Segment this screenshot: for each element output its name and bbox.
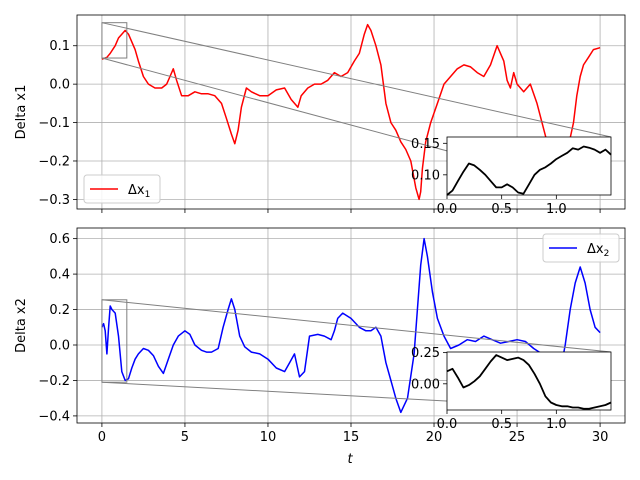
x-tick-label: 30 xyxy=(592,430,609,445)
chart-panel-2: 0 5 10 15 20 25 30 −0.4 −0.2 0.0 0.2 0.4 0.6 Delta x2… xyxy=(14,227,626,467)
inset-x-tick-label: 0.5 xyxy=(491,417,512,432)
zoom-box xyxy=(101,22,128,59)
inset-y-tick-label: 0.15 xyxy=(411,137,440,152)
y-tick-label: −0.1 xyxy=(38,116,70,131)
y-tick-label: 0.0 xyxy=(49,339,70,354)
legend-box xyxy=(83,174,161,204)
y-tick-label: 0.4 xyxy=(49,268,70,283)
x-tick-label: 10 xyxy=(260,430,277,445)
legend-label: Δx1 xyxy=(128,183,150,200)
inset-line xyxy=(446,145,612,196)
inset-x-tick-label: 0.0 xyxy=(437,417,458,432)
x-axis-label: t xyxy=(347,452,353,467)
inset-frame xyxy=(446,351,612,411)
y-tick-label: 0.6 xyxy=(49,232,70,247)
inset-y-tick-label: 0.10 xyxy=(411,168,440,183)
y-tick-label: 0.1 xyxy=(49,39,70,54)
inset-2: 0.0 0.5 1.0 0.00 0.25 xyxy=(411,346,612,432)
y-tick-label: 0.2 xyxy=(49,303,70,318)
inset-x-tick-label: 1.0 xyxy=(546,417,567,432)
y-tick-label: −0.2 xyxy=(38,154,70,169)
x-tick-label: 0 xyxy=(98,430,106,445)
legend-label: Δx2 xyxy=(587,242,609,259)
inset-x-tick-label: 0.0 xyxy=(437,202,458,217)
legend-box xyxy=(542,233,620,263)
x-tick-label: 20 xyxy=(426,430,443,445)
inset-x-tick-label: 1.0 xyxy=(546,202,567,217)
x-tick-label: 15 xyxy=(343,430,360,445)
inset-frame xyxy=(446,136,612,196)
inset-y-tick-label: 0.00 xyxy=(411,377,440,392)
y-axis-label: Delta x2 xyxy=(14,298,29,353)
y-tick-label: −0.3 xyxy=(38,193,70,208)
zoom-connector xyxy=(101,299,612,353)
y-tick-label: 0.0 xyxy=(49,78,70,93)
series-line-2 xyxy=(101,237,601,414)
legend-label-sub: 1 xyxy=(145,190,151,200)
zoom-connector xyxy=(101,22,612,138)
legend-label-main: Δx xyxy=(128,183,145,198)
x-tick-label: 25 xyxy=(509,430,526,445)
legend-label-main: Δx xyxy=(587,242,604,257)
inset-1: 0.0 0.5 1.0 0.10 0.15 xyxy=(411,136,612,217)
zoom-box xyxy=(101,299,128,383)
series-line-1 xyxy=(101,23,601,201)
legend-label-sub: 2 xyxy=(604,249,610,259)
y-tick-label: −0.2 xyxy=(38,374,70,389)
inset-x-tick-label: 0.5 xyxy=(491,202,512,217)
x-tick-label: 5 xyxy=(181,430,189,445)
inset-line xyxy=(446,354,612,410)
y-tick-label: −0.4 xyxy=(38,409,70,424)
inset-y-tick-label: 0.25 xyxy=(411,346,440,361)
y-axis-label: Delta x1 xyxy=(14,85,29,140)
